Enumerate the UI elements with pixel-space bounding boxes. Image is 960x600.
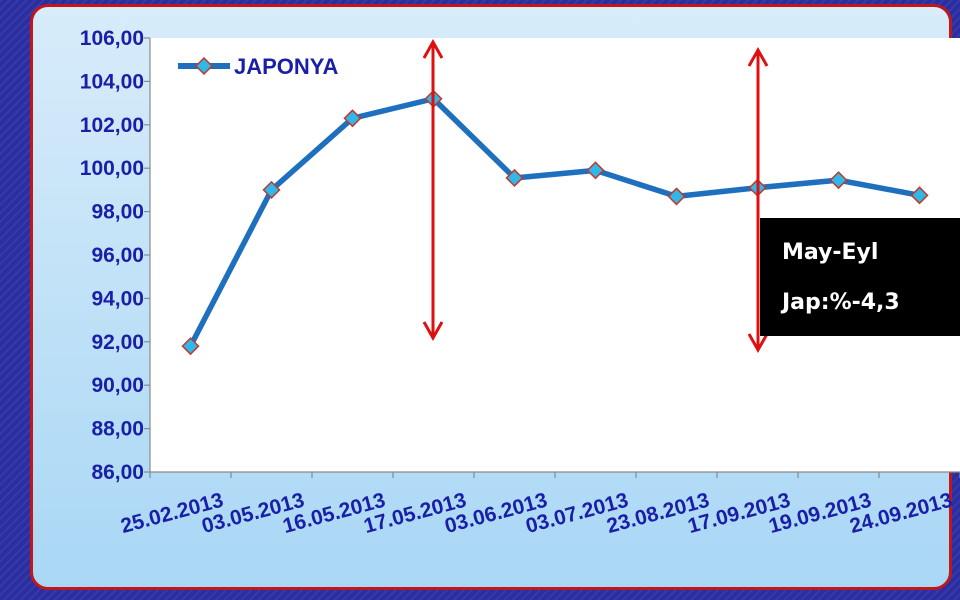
arrow-head-down bbox=[422, 321, 444, 342]
y-tick-label: 98,00 bbox=[91, 201, 144, 224]
y-tick-label: 94,00 bbox=[91, 287, 144, 310]
annotation-line-1: May-Eyl bbox=[782, 240, 878, 265]
legend-marker bbox=[194, 56, 214, 76]
y-tick-label: 86,00 bbox=[91, 461, 144, 484]
y-tick-label: 102,00 bbox=[80, 114, 144, 137]
legend: JAPONYA bbox=[178, 54, 338, 79]
arrow-head-down bbox=[747, 333, 769, 354]
data-point bbox=[343, 109, 362, 128]
arrow-head-up bbox=[747, 46, 769, 67]
arrow-head-up bbox=[422, 38, 444, 59]
y-tick-label: 100,00 bbox=[80, 157, 144, 180]
x-axis-ticks: 25.02.201303.05.201316.05.201317.05.2013… bbox=[118, 471, 960, 538]
data-point bbox=[910, 186, 929, 205]
data-point bbox=[181, 337, 200, 356]
legend-label: JAPONYA bbox=[234, 54, 338, 79]
y-tick-label: 106,00 bbox=[80, 27, 144, 50]
y-axis-ticks: 86,00 88,00 90,00 92,00 94,00 96,00 98,00 100,0… bbox=[80, 27, 151, 484]
data-point bbox=[262, 180, 281, 199]
annotation-box: May-Eyl Jap:%-4,3 bbox=[760, 218, 960, 336]
y-tick-label: 96,00 bbox=[91, 244, 144, 267]
series-line bbox=[188, 96, 921, 348]
data-point bbox=[586, 161, 605, 180]
y-tick-label: 88,00 bbox=[91, 418, 144, 441]
y-tick-label: 104,00 bbox=[80, 70, 144, 93]
data-point bbox=[505, 168, 524, 188]
data-point bbox=[667, 187, 686, 206]
series-japonya bbox=[181, 89, 929, 356]
y-tick-label: 90,00 bbox=[91, 374, 144, 397]
annotation-background bbox=[760, 218, 960, 336]
y-tick-label: 92,00 bbox=[91, 331, 144, 354]
range-arrows bbox=[422, 38, 769, 354]
data-point bbox=[829, 171, 848, 190]
annotation-line-2: Jap:%-4,3 bbox=[780, 290, 900, 315]
